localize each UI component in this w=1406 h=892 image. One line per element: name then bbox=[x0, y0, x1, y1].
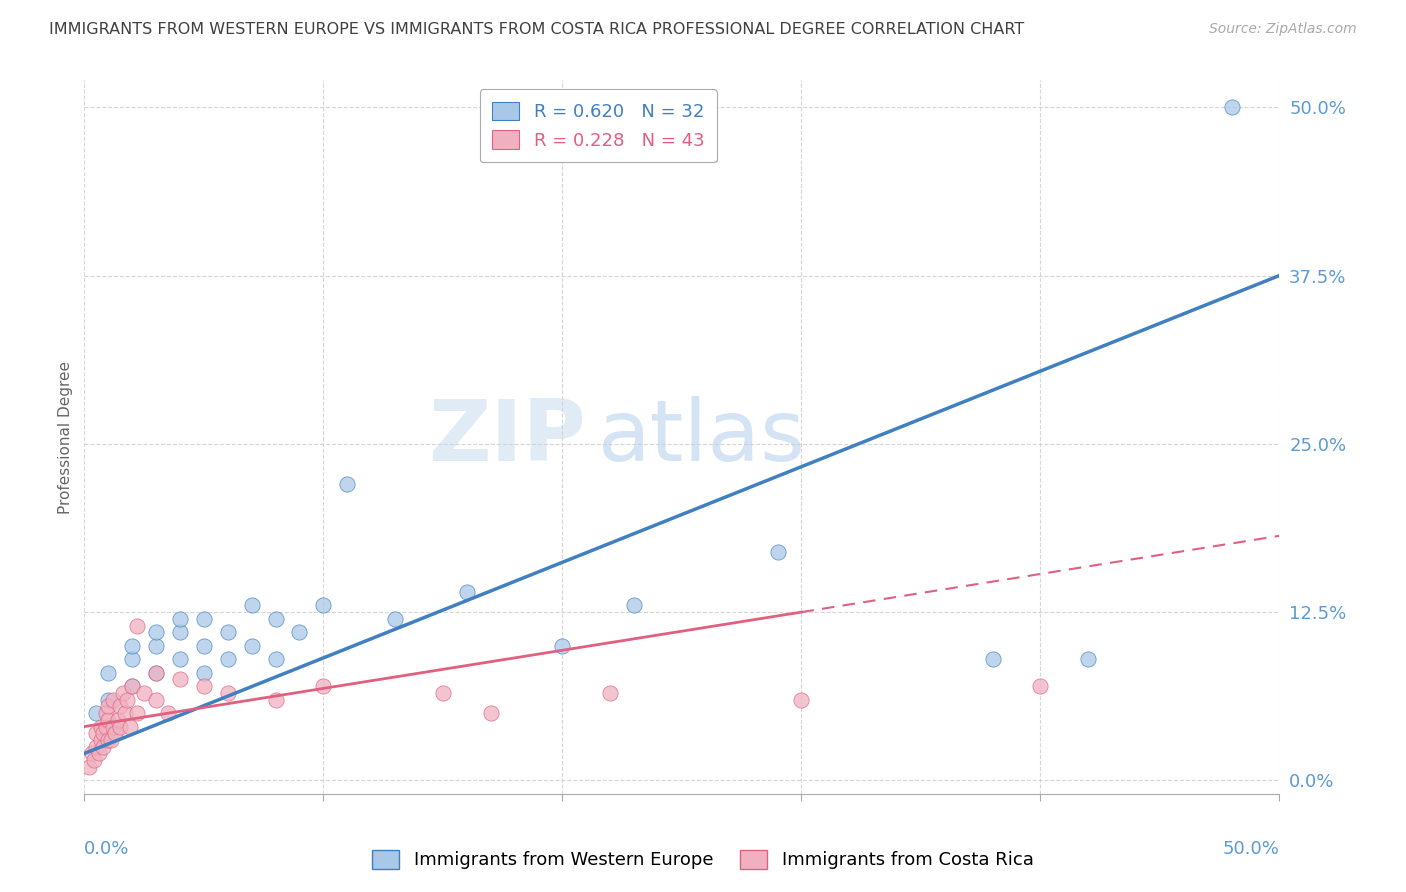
Point bbox=[125, 618, 148, 632]
Point bbox=[97, 699, 120, 714]
Point bbox=[77, 760, 100, 774]
Text: 50.0%: 50.0% bbox=[1223, 840, 1279, 858]
Point bbox=[86, 726, 108, 740]
Point bbox=[217, 625, 239, 640]
Text: ZIP: ZIP bbox=[429, 395, 586, 479]
Point bbox=[101, 720, 124, 734]
Point bbox=[121, 652, 143, 666]
Point bbox=[145, 665, 167, 680]
Point bbox=[121, 679, 143, 693]
Point bbox=[456, 585, 478, 599]
Point bbox=[193, 665, 215, 680]
Point bbox=[125, 706, 148, 720]
Point bbox=[193, 639, 215, 653]
Point bbox=[93, 726, 115, 740]
Point bbox=[107, 713, 129, 727]
Point bbox=[1077, 652, 1099, 666]
Point bbox=[94, 720, 117, 734]
Point bbox=[336, 477, 359, 491]
Point bbox=[264, 612, 287, 626]
Point bbox=[193, 612, 215, 626]
Text: Source: ZipAtlas.com: Source: ZipAtlas.com bbox=[1209, 22, 1357, 37]
Legend: R = 0.620   N = 32, R = 0.228   N = 43: R = 0.620 N = 32, R = 0.228 N = 43 bbox=[479, 89, 717, 162]
Point bbox=[145, 639, 167, 653]
Point bbox=[312, 679, 335, 693]
Point bbox=[312, 599, 335, 613]
Point bbox=[110, 720, 132, 734]
Point bbox=[217, 652, 239, 666]
Point bbox=[90, 720, 112, 734]
Point bbox=[97, 692, 120, 706]
Point bbox=[432, 686, 454, 700]
Y-axis label: Professional Degree: Professional Degree bbox=[58, 360, 73, 514]
Point bbox=[766, 544, 789, 558]
Point bbox=[86, 739, 108, 754]
Point bbox=[145, 692, 167, 706]
Text: atlas: atlas bbox=[599, 395, 806, 479]
Point bbox=[169, 625, 191, 640]
Point bbox=[193, 679, 215, 693]
Point bbox=[1220, 100, 1243, 114]
Point bbox=[551, 639, 574, 653]
Point bbox=[240, 599, 263, 613]
Point bbox=[104, 726, 127, 740]
Point bbox=[217, 686, 239, 700]
Point bbox=[111, 686, 134, 700]
Point bbox=[384, 612, 406, 626]
Point bbox=[599, 686, 621, 700]
Point bbox=[117, 692, 139, 706]
Point bbox=[169, 652, 191, 666]
Point bbox=[157, 706, 180, 720]
Point bbox=[264, 652, 287, 666]
Point bbox=[264, 692, 287, 706]
Point bbox=[114, 706, 136, 720]
Point bbox=[169, 612, 191, 626]
Point bbox=[101, 692, 124, 706]
Legend: Immigrants from Western Europe, Immigrants from Costa Rica: Immigrants from Western Europe, Immigran… bbox=[363, 841, 1043, 879]
Point bbox=[288, 625, 311, 640]
Point bbox=[623, 599, 645, 613]
Point bbox=[145, 665, 167, 680]
Point bbox=[169, 673, 191, 687]
Point bbox=[118, 720, 141, 734]
Point bbox=[97, 713, 120, 727]
Point bbox=[110, 699, 132, 714]
Point bbox=[121, 679, 143, 693]
Point bbox=[83, 753, 105, 767]
Point bbox=[145, 625, 167, 640]
Text: IMMIGRANTS FROM WESTERN EUROPE VS IMMIGRANTS FROM COSTA RICA PROFESSIONAL DEGREE: IMMIGRANTS FROM WESTERN EUROPE VS IMMIGR… bbox=[49, 22, 1025, 37]
Point bbox=[86, 706, 108, 720]
Point bbox=[790, 692, 813, 706]
Point bbox=[132, 686, 156, 700]
Point bbox=[90, 733, 112, 747]
Point bbox=[80, 747, 103, 761]
Point bbox=[94, 706, 117, 720]
Point bbox=[479, 706, 502, 720]
Point bbox=[87, 747, 110, 761]
Point bbox=[100, 733, 122, 747]
Point bbox=[121, 639, 143, 653]
Point bbox=[1029, 679, 1052, 693]
Point bbox=[240, 639, 263, 653]
Point bbox=[93, 739, 115, 754]
Point bbox=[981, 652, 1004, 666]
Point bbox=[97, 665, 120, 680]
Point bbox=[97, 733, 120, 747]
Text: 0.0%: 0.0% bbox=[84, 840, 129, 858]
